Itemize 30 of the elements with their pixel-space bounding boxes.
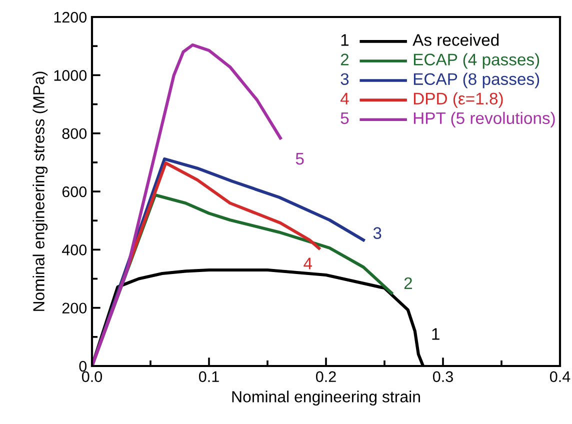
- x-tick-label: 0.3: [432, 371, 453, 382]
- annotation: 5: [296, 153, 304, 165]
- y-tick-label: 600: [62, 186, 87, 198]
- legend-label: As received: [412, 34, 499, 46]
- line-series: [92, 43, 282, 366]
- y-tick-label: 400: [62, 244, 87, 256]
- x-tick-label: 0.4: [550, 371, 570, 382]
- text: 5: [340, 112, 349, 124]
- y-tick-label: 1200: [54, 12, 87, 23]
- annotation: 1: [432, 328, 440, 340]
- annotation: 3: [373, 227, 382, 239]
- legend-label: DPD (ε=1.8): [414, 92, 503, 108]
- text: 1: [341, 34, 349, 46]
- annotation: 4: [304, 258, 312, 270]
- y-tick-label: 800: [62, 128, 87, 140]
- legend-label: ECAP (4 passes): [414, 53, 540, 69]
- y-tick-label: 200: [62, 302, 87, 314]
- x-tick-label: 0.2: [316, 371, 336, 382]
- y-tick-label: 1000: [54, 70, 87, 81]
- x-tick-label: 0.0: [82, 371, 102, 382]
- y-tick-label: 0: [79, 360, 87, 372]
- x-axis-title: Nominal engineering strain: [232, 390, 420, 406]
- annotation: 2: [404, 277, 412, 289]
- text: 2: [340, 54, 349, 66]
- y-axis-title: Nominal engineering stress (MPa): [32, 72, 48, 311]
- legend-label: ECAP (8 passes): [414, 72, 540, 88]
- legend-label: HPT (5 revolutions): [414, 112, 555, 128]
- text: 4: [340, 92, 349, 104]
- x-tick-label: 0.1: [198, 371, 219, 382]
- text: 3: [340, 73, 349, 85]
